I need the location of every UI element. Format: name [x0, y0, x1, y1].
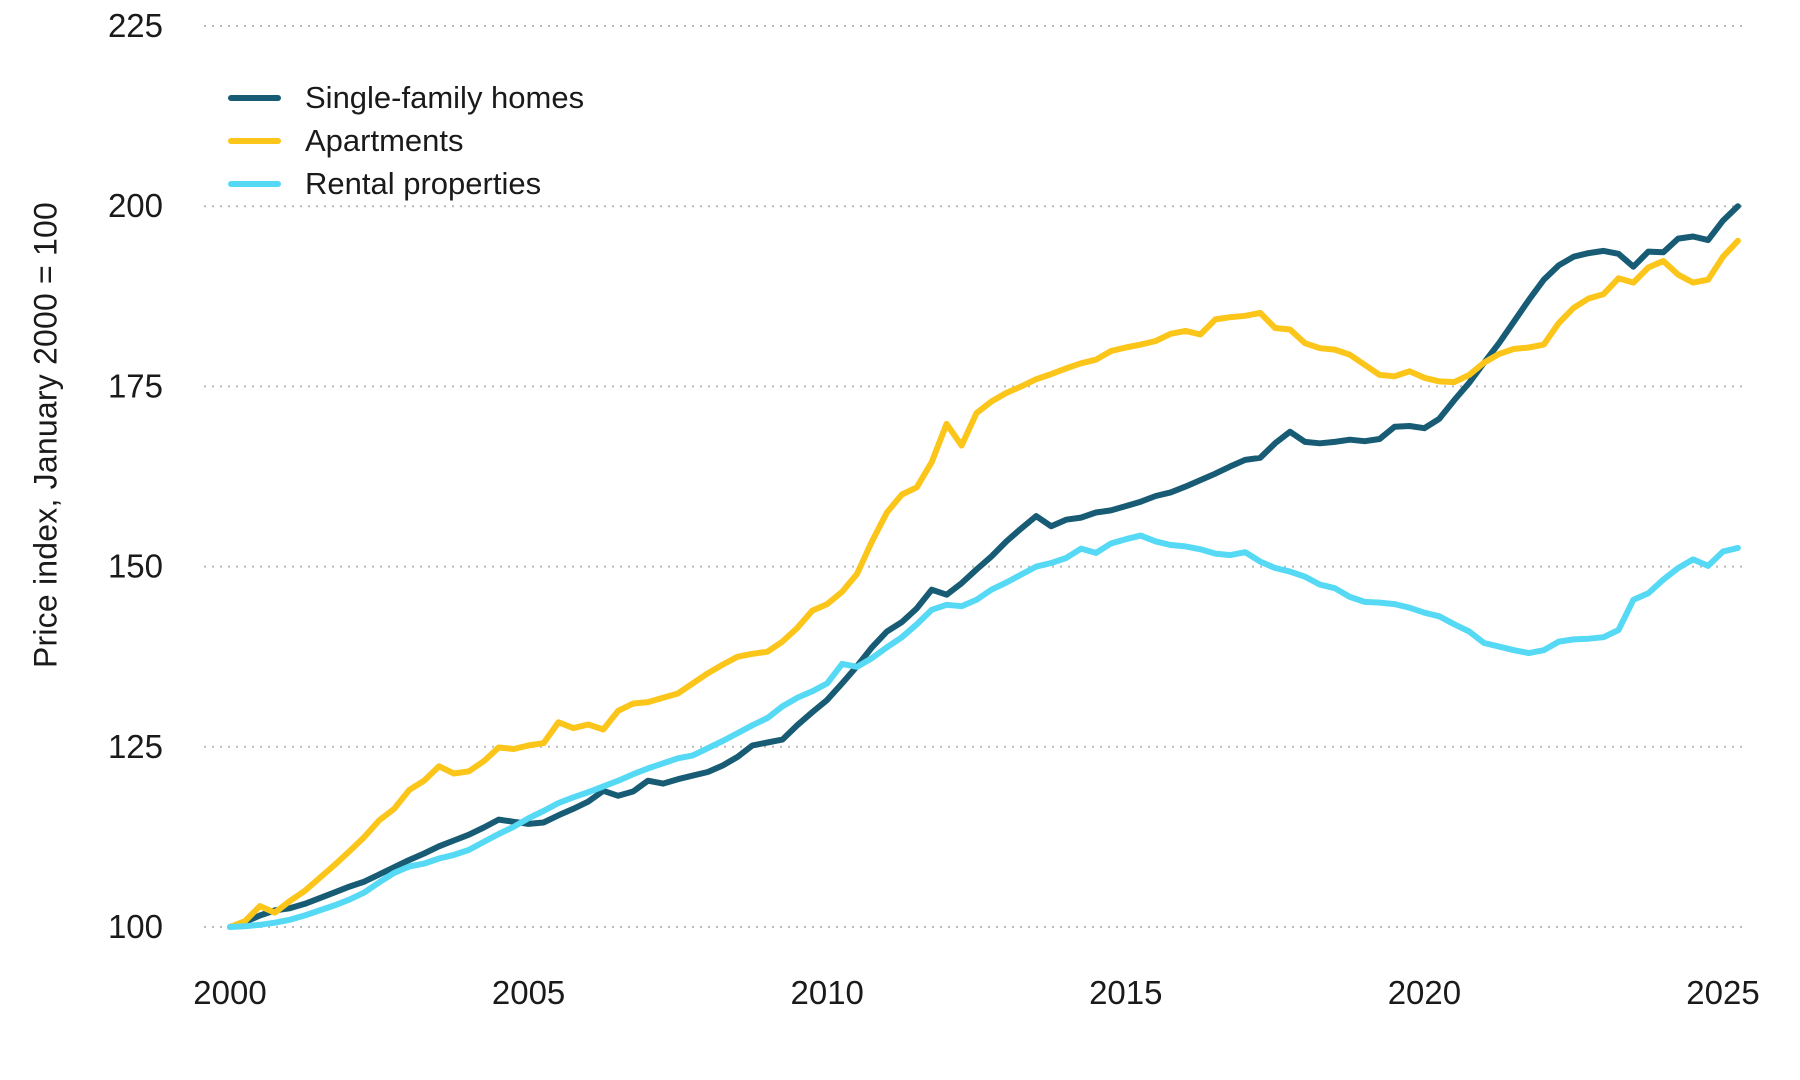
y-tick-label-225: 225 — [108, 7, 163, 44]
legend-swatch-icon — [228, 94, 281, 101]
legend-label: Single-family homes — [305, 79, 585, 115]
legend: Single-family homes Apartments Rental prop… — [228, 76, 584, 205]
y-tick-label-200: 200 — [108, 187, 163, 224]
series-line-apartments — [227, 237, 1741, 930]
legend-swatch-icon — [228, 137, 281, 144]
legend-item-apartments: Apartments — [228, 119, 584, 162]
y-axis-title: Price index, January 2000 = 100 — [27, 201, 64, 669]
series-line-single-family-homes — [227, 203, 1741, 930]
series-line-rental-properties — [227, 532, 1741, 930]
y-tick-label-125: 125 — [108, 728, 163, 765]
x-tick-label-2025: 2025 — [1686, 974, 1759, 1011]
legend-label: Rental properties — [305, 165, 542, 201]
legend-item-rental-properties: Rental properties — [228, 162, 584, 205]
x-tick-label-2000: 2000 — [193, 974, 266, 1011]
legend-label: Apartments — [305, 122, 464, 158]
x-tick-label-2020: 2020 — [1388, 974, 1461, 1011]
y-tick-label-175: 175 — [108, 367, 163, 404]
legend-item-single-family-homes: Single-family homes — [228, 76, 584, 119]
x-tick-label-2005: 2005 — [492, 974, 565, 1011]
y-tick-label-100: 100 — [108, 908, 163, 945]
legend-swatch-icon — [228, 180, 281, 187]
x-tick-label-2015: 2015 — [1089, 974, 1162, 1011]
x-tick-label-2010: 2010 — [790, 974, 863, 1011]
y-tick-label-150: 150 — [108, 548, 163, 585]
